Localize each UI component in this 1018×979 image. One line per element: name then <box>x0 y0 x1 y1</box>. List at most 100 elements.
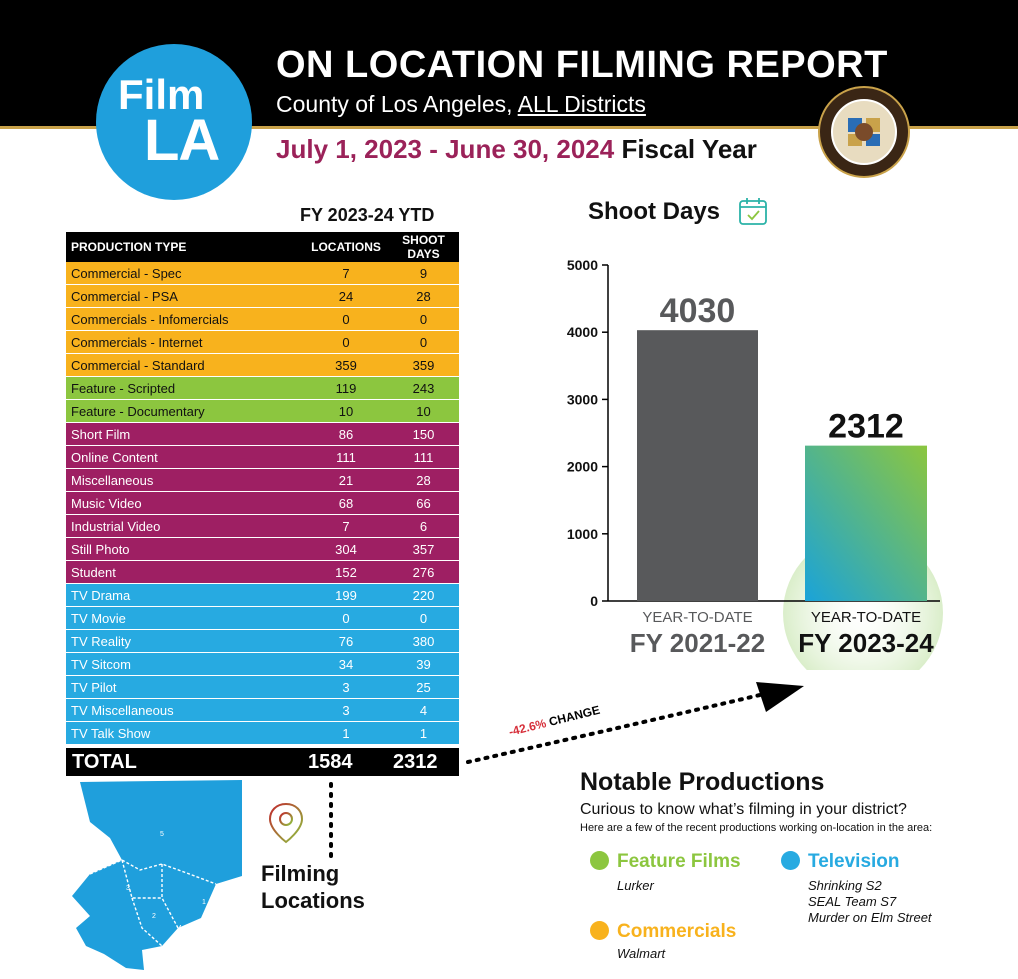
filmla-logo <box>96 44 252 200</box>
row-shoot-days: 9 <box>388 262 459 285</box>
subtitle-prefix: County of Los Angeles, <box>276 91 518 117</box>
column-header-shoot-days: SHOOT DAYS <box>388 232 459 262</box>
row-locations: 86 <box>304 422 388 446</box>
table-row: Feature - Scripted 119 243 <box>66 376 459 400</box>
row-locations: 24 <box>304 284 388 308</box>
districts-link[interactable]: ALL Districts <box>517 91 646 117</box>
bar-value-label: 4030 <box>660 292 736 330</box>
table-row: Still Photo 304 357 <box>66 537 459 561</box>
row-production-type: Commercial - PSA <box>66 284 304 308</box>
x-category-year-label: FY 2021-22 <box>630 628 765 658</box>
table-row: Miscellaneous 21 28 <box>66 468 459 492</box>
table-row: TV Drama 199 220 <box>66 583 459 607</box>
row-production-type: Commercials - Infomercials <box>66 307 304 331</box>
report-subtitle: County of Los Angeles, ALL Districts <box>276 91 646 118</box>
x-category-label: YEAR-TO-DATE <box>811 609 921 626</box>
row-locations: 1 <box>304 721 388 745</box>
row-locations: 119 <box>304 376 388 400</box>
commercials-title: Commercials <box>617 921 737 942</box>
row-shoot-days: 25 <box>388 675 459 699</box>
row-locations: 34 <box>304 652 388 676</box>
seal-graphic <box>831 99 897 165</box>
row-shoot-days: 150 <box>388 422 459 446</box>
row-shoot-days: 28 <box>388 468 459 492</box>
row-production-type: TV Miscellaneous <box>66 698 304 722</box>
table-row: TV Talk Show 1 1 <box>66 721 459 745</box>
row-shoot-days: 380 <box>388 629 459 653</box>
row-shoot-days: 357 <box>388 537 459 561</box>
production-table: PRODUCTION TYPE LOCATIONS SHOOT DAYS Com… <box>66 232 459 745</box>
row-production-type: Commercial - Spec <box>66 262 304 285</box>
table-body: Commercial - Spec 7 9 Commercial - PSA 24 28 C… <box>66 262 459 745</box>
table-row: TV Sitcom 34 39 <box>66 652 459 676</box>
y-tick-label: 0 <box>590 593 598 609</box>
row-production-type: Student <box>66 560 304 584</box>
row-shoot-days: 66 <box>388 491 459 515</box>
x-category-year-label: FY 2023-24 <box>798 628 934 658</box>
table-row: Student 152 276 <box>66 560 459 584</box>
table-row: Commercial - PSA 24 28 <box>66 284 459 308</box>
row-shoot-days: 220 <box>388 583 459 607</box>
row-locations: 0 <box>304 307 388 331</box>
fiscal-year-line: July 1, 2023 - June 30, 2024 Fiscal Year <box>276 134 757 165</box>
row-production-type: Commercial - Standard <box>66 353 304 377</box>
total-label: TOTAL <box>72 751 137 773</box>
y-tick-label: 3000 <box>567 391 598 407</box>
y-tick-label: 1000 <box>567 526 598 542</box>
row-locations: 0 <box>304 606 388 630</box>
notable-subtext: Here are a few of the recent productions… <box>580 822 933 834</box>
total-row: TOTAL 1584 2312 <box>66 748 459 776</box>
table-row: Commercial - Spec 7 9 <box>66 262 459 285</box>
row-shoot-days: 0 <box>388 307 459 331</box>
row-locations: 68 <box>304 491 388 515</box>
calendar-check-icon <box>739 198 767 225</box>
row-locations: 7 <box>304 262 388 285</box>
shoot-days-chart: 0 1000 2000 3000 4000 5000 4030 YEAR-TO-DATE FY … <box>567 257 943 670</box>
row-shoot-days: 6 <box>388 514 459 538</box>
row-production-type: TV Talk Show <box>66 721 304 745</box>
fiscal-year-dates: July 1, 2023 - June 30, 2024 <box>276 134 615 164</box>
notable-productions-title: Notable Productions <box>580 768 825 796</box>
row-shoot-days: 243 <box>388 376 459 400</box>
row-production-type: Music Video <box>66 491 304 515</box>
row-shoot-days: 276 <box>388 560 459 584</box>
row-locations: 76 <box>304 629 388 653</box>
row-locations: 199 <box>304 583 388 607</box>
filming-locations-label: Filming Locations <box>261 860 381 914</box>
commercial-item: Walmart <box>617 946 666 961</box>
row-shoot-days: 0 <box>388 330 459 354</box>
row-locations: 3 <box>304 675 388 699</box>
row-production-type: TV Pilot <box>66 675 304 699</box>
row-locations: 0 <box>304 330 388 354</box>
row-locations: 10 <box>304 399 388 423</box>
table-row: Music Video 68 66 <box>66 491 459 515</box>
total-shoot-days: 2312 <box>393 751 438 773</box>
change-text: -42.6% CHANGE <box>507 703 601 739</box>
logo-text-film: Film <box>118 71 205 118</box>
row-shoot-days: 1 <box>388 721 459 745</box>
fiscal-year-label: Fiscal Year <box>614 134 757 164</box>
filming-label-line1: Filming <box>261 861 340 886</box>
row-production-type: Commercials - Internet <box>66 330 304 354</box>
row-locations: 21 <box>304 468 388 492</box>
district-label-4: 4 <box>178 925 182 932</box>
filming-label-line2: Locations <box>261 888 365 913</box>
row-locations: 359 <box>304 353 388 377</box>
ytd-heading: FY 2023-24 YTD <box>300 205 435 225</box>
row-production-type: Still Photo <box>66 537 304 561</box>
table-row: TV Movie 0 0 <box>66 606 459 630</box>
row-production-type: TV Drama <box>66 583 304 607</box>
bar-value-label: 2312 <box>828 408 904 446</box>
row-shoot-days: 10 <box>388 399 459 423</box>
y-tick-label: 2000 <box>567 459 598 475</box>
chart-title: Shoot Days <box>588 198 721 225</box>
television-dot-icon <box>781 851 800 870</box>
change-arrow: -42.6% CHANGE <box>466 682 804 764</box>
total-locations: 1584 <box>308 751 353 773</box>
television-item: Shrinking S2 <box>808 878 882 893</box>
column-header-locations: LOCATIONS <box>304 232 388 262</box>
table-row: TV Reality 76 380 <box>66 629 459 653</box>
x-category-label: YEAR-TO-DATE <box>642 609 752 626</box>
arrow-head-icon <box>756 682 804 712</box>
row-shoot-days: 28 <box>388 284 459 308</box>
